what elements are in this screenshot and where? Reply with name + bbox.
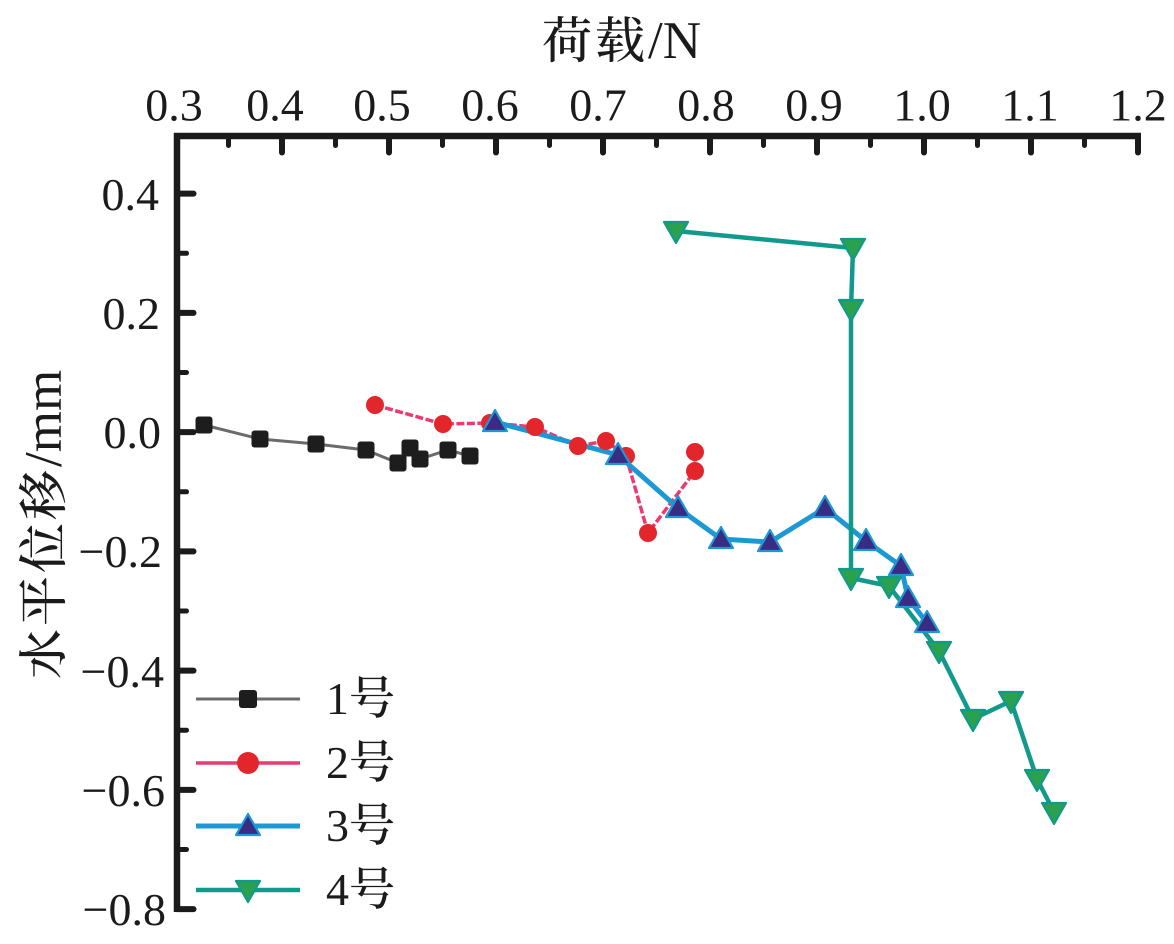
svg-text:2: 2 (326, 737, 349, 788)
svg-text:−0.6: −0.6 (82, 765, 165, 816)
svg-text:0.7: 0.7 (569, 80, 627, 131)
svg-text:−0.8: −0.8 (83, 884, 166, 935)
svg-text:4: 4 (326, 864, 349, 915)
svg-text:1: 1 (326, 673, 349, 724)
svg-text:3: 3 (326, 800, 349, 851)
svg-text:1.1: 1.1 (1001, 80, 1059, 131)
svg-text:1.2: 1.2 (1109, 80, 1167, 131)
svg-text:0.4: 0.4 (102, 169, 160, 220)
svg-text:0.2: 0.2 (103, 288, 161, 339)
svg-text:0.6: 0.6 (461, 80, 519, 131)
svg-text:/N: /N (648, 12, 701, 70)
svg-text:/mm: /mm (15, 370, 73, 467)
svg-text:0.4: 0.4 (246, 80, 304, 131)
svg-text:0.0: 0.0 (104, 407, 162, 458)
svg-text:0.5: 0.5 (353, 80, 411, 131)
svg-text:0.3: 0.3 (145, 80, 203, 131)
svg-text:0.9: 0.9 (785, 80, 843, 131)
svg-text:−0.4: −0.4 (81, 646, 164, 697)
svg-text:−0.2: −0.2 (79, 526, 162, 577)
svg-text:0.8: 0.8 (677, 80, 735, 131)
svg-text:1.0: 1.0 (893, 80, 951, 131)
